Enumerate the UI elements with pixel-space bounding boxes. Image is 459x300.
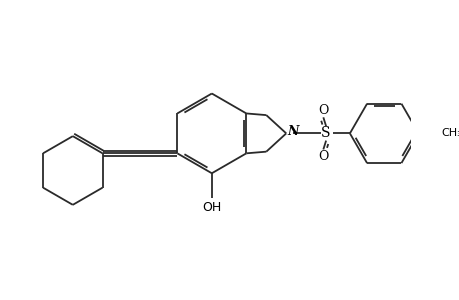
Text: S: S bbox=[321, 126, 330, 140]
Text: N: N bbox=[287, 125, 298, 138]
Text: O: O bbox=[318, 150, 328, 163]
Text: CH₃: CH₃ bbox=[441, 128, 459, 138]
Text: OH: OH bbox=[202, 201, 221, 214]
Text: O: O bbox=[318, 103, 328, 117]
